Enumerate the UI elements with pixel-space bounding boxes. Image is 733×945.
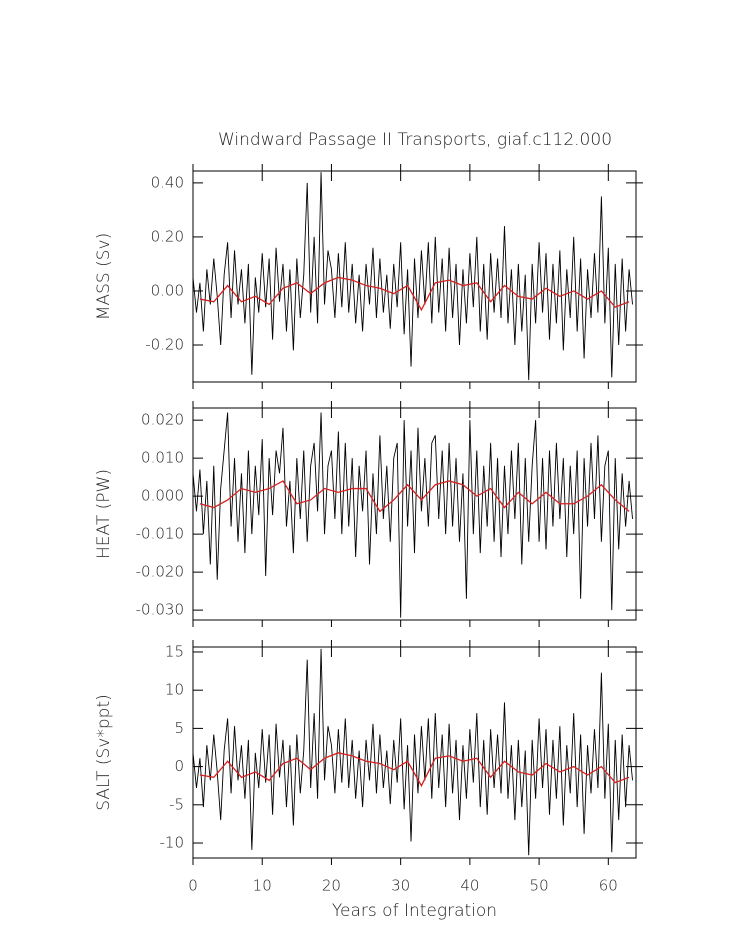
x-tick-label: 20 <box>322 877 341 895</box>
y-tick-label: -10 <box>160 834 185 852</box>
y-tick-label: 0.20 <box>151 227 184 245</box>
plot-frame <box>192 170 637 383</box>
x-tick-label: 50 <box>530 877 549 895</box>
data-line <box>192 172 633 381</box>
chart-title: Windward Passage II Transports, giaf.c11… <box>218 130 612 150</box>
y-axis-label: HEAT (PW) <box>94 469 114 559</box>
plot-frame <box>192 646 637 859</box>
x-tick-label: 60 <box>599 877 618 895</box>
y-tick-label: 0 <box>174 757 184 775</box>
data-line <box>199 752 630 788</box>
data-line <box>199 480 630 513</box>
y-tick-label: -0.20 <box>145 335 184 353</box>
plot-frame <box>192 407 637 621</box>
y-tick-label: 0.020 <box>141 411 184 429</box>
x-tick-label: 40 <box>460 877 479 895</box>
y-tick-label: -5 <box>169 795 184 813</box>
y-tick-label: -0.030 <box>136 601 184 619</box>
data-line <box>199 276 630 312</box>
y-tick-label: 0.40 <box>151 173 184 191</box>
y-axis-label: MASS (Sv) <box>94 233 114 320</box>
y-axis-label: SALT (Sv*ppt) <box>94 694 114 811</box>
y-tick-label: 5 <box>174 719 184 737</box>
y-tick-label: -0.010 <box>136 525 184 543</box>
data-line <box>192 648 633 856</box>
x-tick-label: 10 <box>253 877 272 895</box>
x-axis-label: Years of Integration <box>332 901 497 921</box>
x-tick-label: 30 <box>391 877 410 895</box>
x-tick-label: 0 <box>188 877 198 895</box>
data-line <box>192 412 633 618</box>
y-tick-label: 15 <box>165 642 184 660</box>
y-tick-label: -0.020 <box>136 563 184 581</box>
y-tick-label: 10 <box>165 681 184 699</box>
y-tick-label: 0.000 <box>141 487 184 505</box>
y-tick-label: 0.010 <box>141 449 184 467</box>
y-tick-label: 0.00 <box>151 281 184 299</box>
